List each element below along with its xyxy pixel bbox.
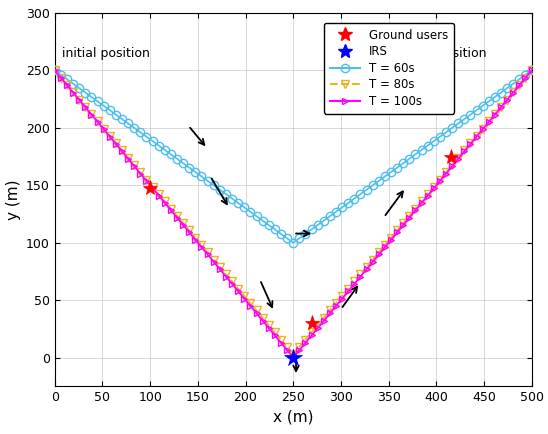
Text: initial position: initial position bbox=[62, 47, 150, 59]
T = 60s bbox=[290, 240, 296, 245]
T = 80s bbox=[247, 301, 254, 306]
T = 80s bbox=[406, 213, 413, 218]
Line: T = 80s: T = 80s bbox=[50, 66, 536, 358]
Line: T = 100s: T = 100s bbox=[52, 67, 535, 361]
T = 100s bbox=[406, 215, 413, 220]
T = 60s bbox=[168, 152, 174, 157]
T = 100s bbox=[333, 303, 339, 309]
T = 60s bbox=[333, 209, 339, 214]
X-axis label: x (m): x (m) bbox=[273, 410, 313, 425]
T = 60s bbox=[52, 68, 58, 73]
T = 100s bbox=[528, 68, 535, 73]
T = 80s bbox=[333, 301, 339, 306]
T = 80s bbox=[180, 220, 186, 226]
T = 100s bbox=[241, 296, 248, 301]
T = 80s bbox=[290, 352, 296, 357]
T = 80s bbox=[52, 68, 58, 73]
Y-axis label: y (m): y (m) bbox=[5, 179, 20, 220]
T = 60s bbox=[247, 209, 254, 214]
T = 100s bbox=[180, 223, 186, 228]
T = 60s bbox=[406, 156, 413, 161]
T = 80s bbox=[168, 206, 174, 211]
T = 60s bbox=[528, 68, 535, 73]
Text: final position: final position bbox=[406, 47, 486, 59]
T = 100s bbox=[247, 303, 254, 309]
T = 100s bbox=[290, 355, 296, 360]
T = 100s bbox=[52, 68, 58, 73]
T = 60s bbox=[241, 205, 248, 210]
Legend: Ground users, IRS, T = 60s, T = 80s, T = 100s: Ground users, IRS, T = 60s, T = 80s, T =… bbox=[324, 23, 454, 114]
T = 100s bbox=[168, 208, 174, 213]
T = 60s bbox=[180, 161, 186, 166]
T = 80s bbox=[528, 68, 535, 73]
Line: T = 60s: T = 60s bbox=[50, 66, 536, 247]
T = 80s bbox=[241, 293, 248, 299]
